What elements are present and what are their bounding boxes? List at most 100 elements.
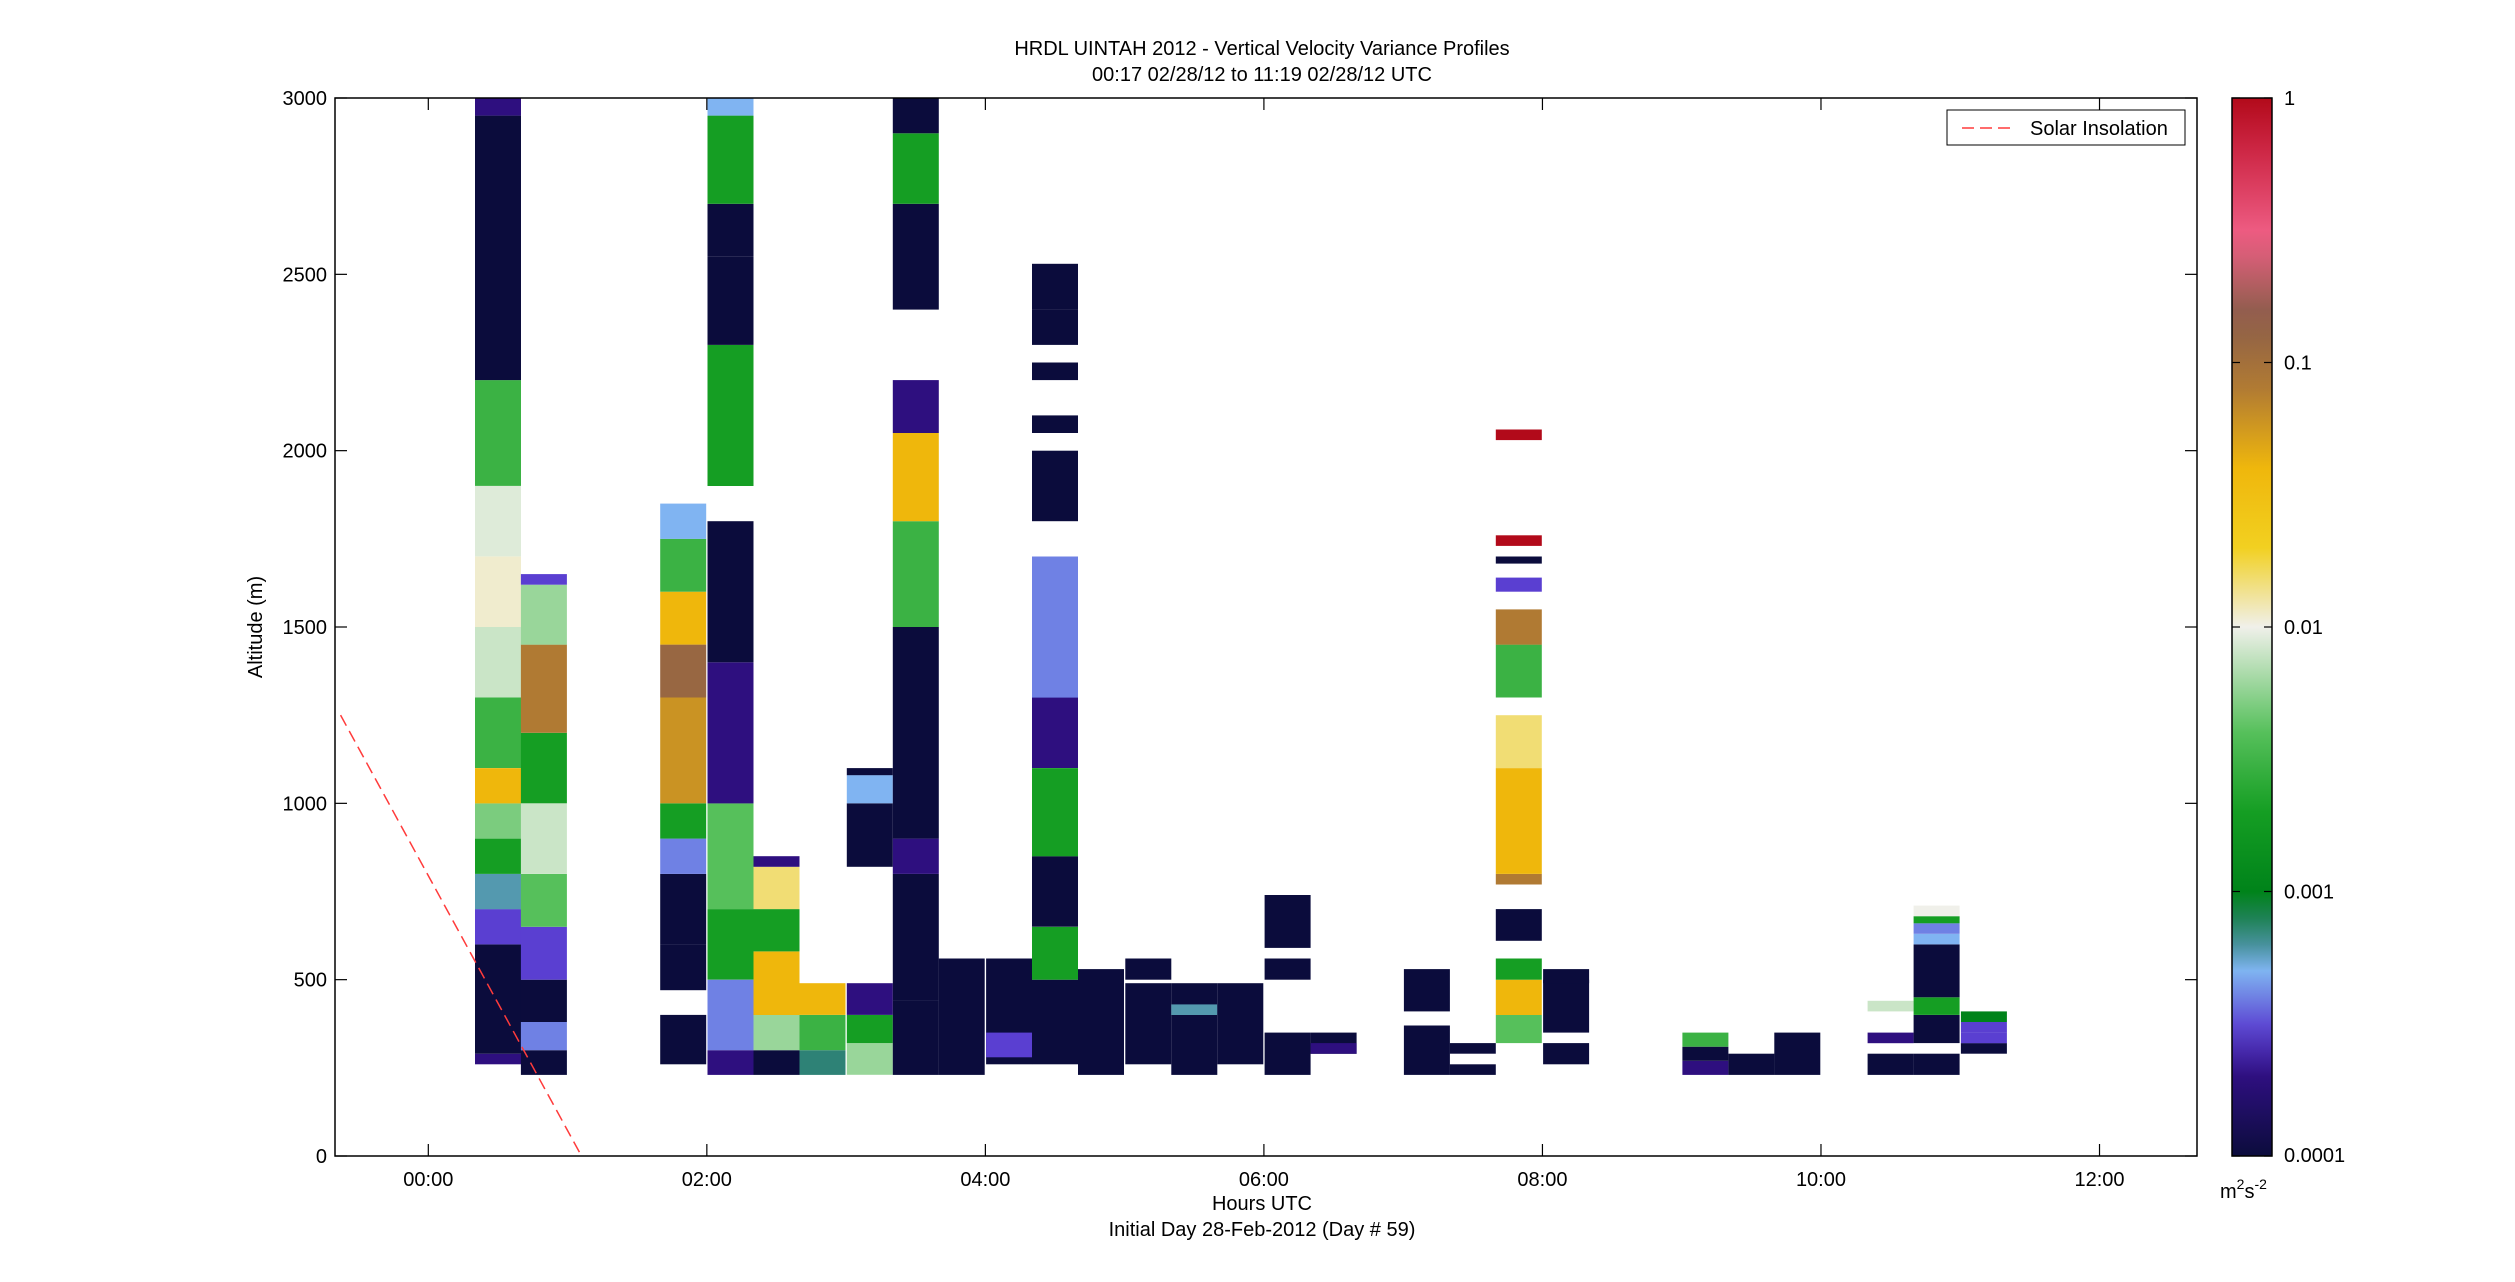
heatmap-cell-10-0 — [1032, 979, 1078, 1065]
heatmap-cell-3-3 — [707, 803, 754, 910]
heatmap-cell-25-3 — [1913, 944, 1960, 998]
colorbar-unit-sup2: -2 — [2254, 1176, 2267, 1192]
heatmap-cell-19-8 — [1495, 609, 1542, 645]
colorbar-unit-m: m — [2220, 1181, 2237, 1203]
colorbar-tick-label-0: 0.0001 — [2284, 1145, 2345, 1167]
y-tick-label-4: 2000 — [283, 441, 328, 463]
heatmap-cell-0-6 — [475, 768, 521, 804]
heatmap-cell-22-0 — [1728, 1053, 1775, 1075]
legend: Solar Insolation — [1946, 109, 2186, 146]
heatmap-cell-2-8 — [660, 538, 707, 592]
heatmap-cell-7-6 — [892, 380, 939, 433]
heatmap-cell-3-8 — [707, 203, 754, 257]
heatmap-cell-3-7 — [707, 256, 754, 345]
heatmap-cell-0-8 — [475, 627, 521, 698]
colorbar-unit-sup1: 2 — [2237, 1176, 2245, 1192]
colorbar: 0.0001 0.001 0.01 0.1 1 m2s-2 — [2220, 88, 2345, 1203]
heatmap-cell-2-0 — [660, 1014, 707, 1065]
x-axis: 00:00 02:00 04:00 06:00 08:00 10:00 12:00 — [403, 98, 2125, 1191]
heatmap-cell-19-1 — [1495, 979, 1542, 1015]
heatmap-cell-19-5 — [1495, 768, 1542, 874]
heatmap-cell-2-3 — [660, 838, 707, 874]
heatmap-cell-5-1 — [799, 1014, 846, 1051]
heatmap-cell-19-9 — [1495, 577, 1542, 592]
heatmap-cell-2-6 — [660, 644, 707, 698]
heatmap-cell-0-12 — [475, 115, 521, 381]
colorbar-tick-label-3: 0.1 — [2284, 353, 2312, 375]
heatmap-cell-10-1 — [1032, 926, 1078, 980]
heatmap-cell-18-1 — [1449, 1043, 1496, 1054]
heatmap-cell-1-1 — [520, 1022, 567, 1051]
heatmap-cell-12-0 — [1125, 983, 1172, 1065]
heatmap-cell-10-5 — [1032, 556, 1078, 698]
heatmap-cell-3-2 — [707, 909, 754, 980]
heatmap-cell-4-1 — [753, 1014, 800, 1051]
heatmap-cell-6-3 — [846, 803, 893, 867]
heatmap-cell-8-0 — [938, 958, 985, 1075]
heatmap-cell-18-0 — [1449, 1064, 1496, 1075]
heatmap-cell-0-2 — [475, 909, 521, 945]
heatmap-cell-20-0 — [1543, 1043, 1590, 1065]
heatmap-cell-7-7 — [892, 203, 939, 310]
heatmap-cell-10-10 — [1032, 263, 1078, 310]
heatmap-cell-1-0 — [520, 1050, 567, 1075]
heatmap-cell-25-4 — [1913, 933, 1960, 945]
heatmap-cell-25-7 — [1913, 905, 1960, 917]
colorbar-unit-s: s — [2244, 1181, 2254, 1203]
heatmap-cell-26-1 — [1960, 1032, 2007, 1044]
heatmap-cell-25-0 — [1913, 1053, 1960, 1075]
heatmap-cell-0-11 — [475, 380, 521, 486]
heatmap-cell-6-0 — [846, 1043, 893, 1075]
heatmap-cell-2-5 — [660, 697, 707, 804]
x-tick-label-2: 04:00 — [960, 1169, 1010, 1191]
colorbar-frame — [2231, 97, 2273, 1157]
heatmap-cell-0-5 — [475, 803, 521, 839]
heatmap-cell-3-4 — [707, 662, 754, 804]
y-tick-label-1: 500 — [294, 970, 327, 992]
heatmap-cell-0-1 — [475, 944, 521, 1054]
solar-insolation-series — [339, 714, 583, 1157]
heatmap-cell-4-4 — [753, 866, 800, 910]
y-axis-label: Altitude (m) — [245, 576, 267, 678]
heatmap-cell-7-2 — [892, 838, 939, 874]
heatmap-cell-3-10 — [707, 98, 754, 116]
heatmap-cell-17-1 — [1403, 969, 1450, 1012]
heatmap-cell-10-6 — [1032, 450, 1078, 522]
chart-title: HRDL UINTAH 2012 - Vertical Velocity Var… — [1014, 38, 1509, 60]
heatmap-cell-0-4 — [475, 838, 521, 874]
heatmap-cell-3-9 — [707, 115, 754, 204]
heatmap-cell-6-2 — [846, 983, 893, 1015]
heatmap-cell-26-3 — [1960, 1011, 2007, 1022]
heatmap-cell-0-9 — [475, 556, 521, 627]
heatmap-cell-26-0 — [1960, 1043, 2007, 1054]
x-tick-label-0: 00:00 — [403, 1169, 453, 1191]
heatmap-cell-19-11 — [1495, 535, 1542, 546]
heatmap-cell-9-1 — [986, 1032, 1033, 1058]
heatmap-cell-16-1 — [1310, 1043, 1357, 1054]
heatmap-cell-10-2 — [1032, 856, 1078, 927]
heatmap-cell-25-6 — [1913, 916, 1960, 924]
heatmap-cell-21-0 — [1682, 1060, 1729, 1075]
colorbar-tick-label-2: 0.01 — [2284, 617, 2323, 639]
heatmap-cell-10-7 — [1032, 415, 1078, 433]
heatmap-cell-1-2 — [520, 979, 567, 1022]
heatmap-cell-3-6 — [707, 344, 754, 486]
colorbar-tick-label-4: 1 — [2284, 88, 2295, 110]
heatmap-cell-19-3 — [1495, 909, 1542, 941]
y-tick-label-3: 1500 — [283, 617, 328, 639]
heatmap-cell-1-5 — [520, 803, 567, 874]
heatmap-cell-25-5 — [1913, 923, 1960, 934]
legend-entry-solar-insolation: Solar Insolation — [2030, 118, 2168, 140]
y-axis: 0 500 1000 1500 2000 2500 3000 — [283, 88, 2197, 1168]
heatmap-cell-0-7 — [475, 697, 521, 768]
heatmap-cell-10-8 — [1032, 362, 1078, 381]
heatmap-cell-0-10 — [475, 485, 521, 557]
heatmap-cell-4-2 — [753, 951, 800, 1015]
x-tick-label-6: 12:00 — [2074, 1169, 2124, 1191]
heatmap-cell-2-2 — [660, 873, 707, 945]
y-tick-label-6: 3000 — [283, 88, 328, 110]
heatmap-cell-0-13 — [475, 98, 521, 116]
heatmap-cell-7-5 — [892, 433, 939, 522]
x-axis-label: Hours UTC — [1212, 1193, 1312, 1215]
heatmap-cell-1-4 — [520, 873, 567, 927]
